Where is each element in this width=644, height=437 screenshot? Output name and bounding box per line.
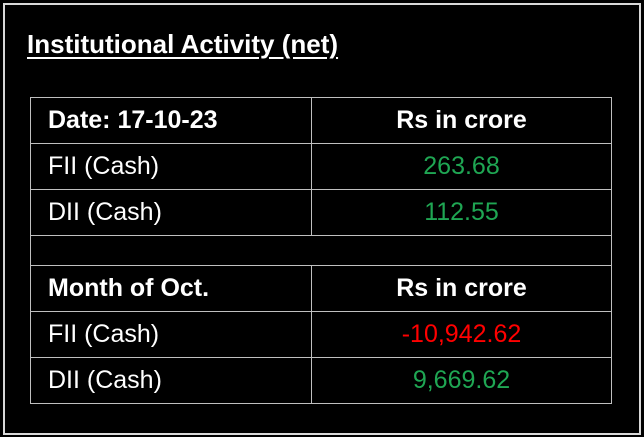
- data-row: FII (Cash) 263.68: [30, 143, 612, 190]
- row-value: 112.55: [311, 189, 612, 236]
- header-row: Date: 17-10-23 Rs in crore: [30, 97, 612, 144]
- data-row: DII (Cash) 112.55: [30, 189, 612, 236]
- spacer-row: [30, 235, 612, 266]
- row-value: 263.68: [311, 143, 612, 190]
- data-row: DII (Cash) 9,669.62: [30, 357, 612, 404]
- header-row: Month of Oct. Rs in crore: [30, 265, 612, 312]
- header-label: Month of Oct.: [30, 265, 312, 312]
- spacer-cell: [30, 235, 612, 266]
- row-label: DII (Cash): [30, 189, 312, 236]
- header-unit: Rs in crore: [311, 265, 612, 312]
- row-value: 9,669.62: [311, 357, 612, 404]
- row-label: DII (Cash): [30, 357, 312, 404]
- activity-table: Date: 17-10-23 Rs in crore FII (Cash) 263.6…: [30, 97, 612, 404]
- row-label: FII (Cash): [30, 143, 312, 190]
- title: Institutional Activity (net): [27, 29, 339, 59]
- row-value: -10,942.62: [311, 311, 612, 358]
- header-unit: Rs in crore: [311, 97, 612, 144]
- data-row: FII (Cash) -10,942.62: [30, 311, 612, 358]
- header-label: Date: 17-10-23: [30, 97, 312, 144]
- frame: [3, 3, 641, 435]
- row-label: FII (Cash): [30, 311, 312, 358]
